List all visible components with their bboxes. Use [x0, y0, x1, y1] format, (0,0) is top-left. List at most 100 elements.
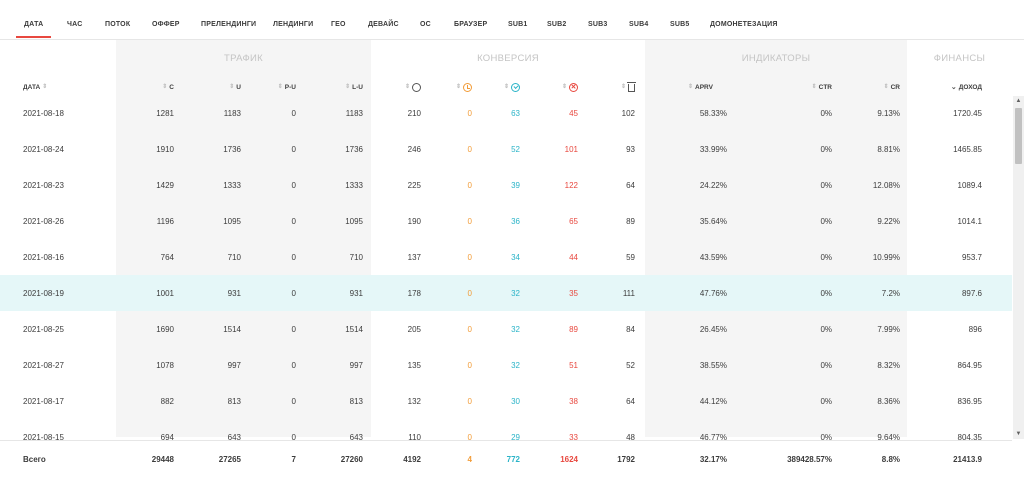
cell-cr: 8.81% [877, 144, 900, 154]
table-row[interactable]: 2021-08-17 882 813 0 813 132 0 30 38 64 44.12% 0% 8.… [0, 383, 1012, 419]
table-row[interactable]: 2021-08-15 694 643 0 643 110 0 29 33 48 46.77% 0% 9.… [0, 419, 1012, 455]
col-income[interactable]: ⌄ ДОХОД [932, 82, 982, 92]
tab-час[interactable]: ЧАС [67, 21, 83, 28]
tab-оффер[interactable]: ОФФЕР [152, 21, 180, 28]
totals-label: Всего [23, 454, 46, 464]
cell-pu: 0 [291, 144, 296, 154]
tab-девайс[interactable]: ДЕВАЙС [368, 21, 399, 28]
col-conv-approved[interactable]: ⇕ [499, 82, 520, 92]
totals-rejected: 1624 [560, 454, 578, 464]
scroll-thumb[interactable] [1015, 108, 1022, 164]
cell-income: 897.6 [961, 288, 982, 298]
check-circle-icon [511, 82, 520, 92]
tab-sub1[interactable]: SUB1 [508, 21, 528, 28]
table-row[interactable]: 2021-08-26 1196 1095 0 1095 190 0 36 65 89 35.64% 0… [0, 203, 1012, 239]
vertical-scrollbar[interactable]: ▲ ▼ [1013, 96, 1024, 439]
cell-lu: 1183 [345, 108, 363, 118]
tab-поток[interactable]: ПОТОК [105, 21, 131, 28]
sort-icon: ⇕ [811, 84, 817, 90]
tab-sub3[interactable]: SUB3 [588, 21, 608, 28]
cell-pu: 0 [291, 324, 296, 334]
sort-icon: ⇕ [404, 84, 410, 90]
col-c[interactable]: ⇕ C [124, 82, 174, 92]
cell-ctr: 0% [820, 288, 832, 298]
tab-браузер[interactable]: БРАУЗЕР [454, 21, 488, 28]
cell-trash: 59 [626, 252, 635, 262]
cell-income: 1089.4 [957, 180, 982, 190]
col-aprv[interactable]: ⇕ APRV [688, 82, 738, 92]
cell-lu: 813 [349, 396, 363, 406]
tab-дата[interactable]: ДАТА [15, 21, 52, 38]
cell-u: 710 [227, 252, 241, 262]
report-tabs: ДАТА ЧАС ПОТОК ОФФЕР ПРЕЛЕНДИНГИ ЛЕНДИНГИ ГЕО Д… [0, 0, 1024, 40]
col-conv-hold[interactable]: ⇕ [451, 82, 472, 92]
cell-trash: 52 [626, 360, 635, 370]
cell-date: 2021-08-25 [23, 324, 64, 334]
tab-sub2[interactable]: SUB2 [547, 21, 567, 28]
table-row[interactable]: 2021-08-19 1001 931 0 931 178 0 32 35 111 47.76% 0%… [0, 275, 1012, 311]
scroll-up-icon[interactable]: ▲ [1015, 98, 1022, 104]
cell-income: 864.95 [957, 360, 982, 370]
table-row[interactable]: 2021-08-25 1690 1514 0 1514 205 0 32 89 84 26.45% 0… [0, 311, 1012, 347]
cell-hold: 0 [467, 360, 472, 370]
col-u[interactable]: ⇕ U [191, 82, 241, 92]
tab-гео[interactable]: ГЕО [331, 21, 346, 28]
totals-lu: 27260 [340, 454, 363, 464]
cell-trash: 48 [626, 432, 635, 442]
cell-approved: 29 [511, 432, 520, 442]
totals-approved: 772 [506, 454, 520, 464]
col-cr[interactable]: ⇕ CR [850, 82, 900, 92]
cell-rejected: 89 [569, 324, 578, 334]
totals-conv-total: 4192 [403, 454, 421, 464]
totals-cr: 8.8% [881, 454, 900, 464]
cell-ctr: 0% [820, 324, 832, 334]
col-date[interactable]: ДАТА ⇕ [23, 82, 83, 92]
table-row[interactable]: 2021-08-16 764 710 0 710 137 0 34 44 59 43.59% 0% 10… [0, 239, 1012, 275]
cell-rejected: 101 [564, 144, 578, 154]
cell-ctr: 0% [820, 252, 832, 262]
table-row[interactable]: 2021-08-24 1910 1736 0 1736 246 0 52 101 93 33.99%… [0, 131, 1012, 167]
table-row[interactable]: 2021-08-27 1078 997 0 997 135 0 32 51 52 38.55% 0% 8… [0, 347, 1012, 383]
cell-total: 246 [407, 144, 421, 154]
cell-hold: 0 [467, 396, 472, 406]
tab-прелендинги[interactable]: ПРЕЛЕНДИНГИ [201, 21, 257, 28]
cell-ctr: 0% [820, 396, 832, 406]
table-row[interactable]: 2021-08-23 1429 1333 0 1333 225 0 39 122 64 24.22%… [0, 167, 1012, 203]
sort-icon: ⇕ [162, 84, 168, 90]
cell-rejected: 122 [564, 180, 578, 190]
col-ctr[interactable]: ⇕ CTR [782, 82, 832, 92]
tab-sub5[interactable]: SUB5 [670, 21, 690, 28]
cell-lu: 643 [349, 432, 363, 442]
cell-date: 2021-08-24 [23, 144, 64, 154]
table-row[interactable]: 2021-08-18 1281 1183 0 1183 210 0 63 45 102 58.33%… [0, 95, 1012, 131]
cell-lu: 1736 [345, 144, 363, 154]
col-conv-trash[interactable]: ⇕ [613, 82, 636, 92]
cell-aprv: 43.59% [699, 252, 727, 262]
col-pu[interactable]: ⇕ P-U [246, 82, 296, 92]
col-lu[interactable]: ⇕ L-U [313, 82, 363, 92]
sort-icon: ⇕ [345, 84, 351, 90]
tab-домонетезация[interactable]: ДОМОНЕТЕЗАЦИЯ [710, 21, 778, 28]
totals-c: 29448 [151, 454, 174, 464]
cell-ctr: 0% [820, 180, 832, 190]
col-conv-total[interactable]: ⇕ [391, 82, 421, 92]
cell-hold: 0 [467, 216, 472, 226]
clock-icon [463, 82, 472, 92]
cell-hold: 0 [467, 108, 472, 118]
col-ctr-label: CTR [818, 83, 832, 91]
cell-pu: 0 [291, 432, 296, 442]
cell-trash: 84 [626, 324, 635, 334]
cell-lu: 1514 [345, 324, 363, 334]
cell-c: 1001 [156, 288, 174, 298]
col-cr-label: CR [890, 83, 900, 91]
cell-c: 1281 [156, 108, 174, 118]
col-conv-rejected[interactable]: ⇕ [557, 82, 578, 92]
cell-total: 137 [407, 252, 421, 262]
cell-approved: 30 [511, 396, 520, 406]
tab-лендинги[interactable]: ЛЕНДИНГИ [273, 21, 314, 28]
sort-icon: ⇕ [503, 84, 509, 90]
scroll-down-icon[interactable]: ▼ [1015, 431, 1022, 437]
tab-ос[interactable]: ОС [420, 21, 431, 28]
col-lu-label: L-U [352, 83, 363, 91]
tab-sub4[interactable]: SUB4 [629, 21, 649, 28]
